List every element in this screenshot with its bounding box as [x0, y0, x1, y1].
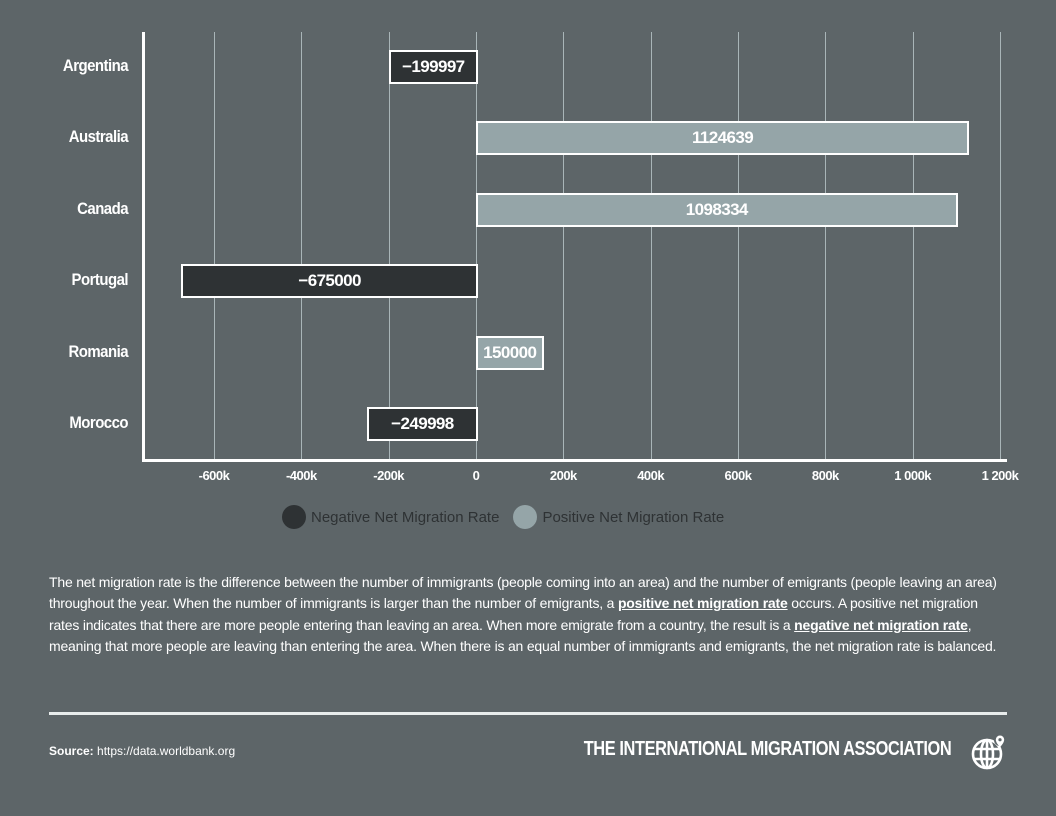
brand-name: THE INTERNATIONAL MIGRATION ASSOCIATION: [583, 738, 951, 760]
category-label: Australia: [68, 127, 129, 147]
description-text-1: The net migration rate is the difference…: [49, 574, 997, 612]
globe-pin-icon: [971, 734, 1006, 770]
gridline: [389, 32, 390, 460]
bar-australia: 1124639: [476, 121, 970, 156]
source-label: Source:: [49, 744, 94, 758]
description-text-3: , meaning that more people are leaving t…: [49, 616, 997, 654]
x-tick-label: 800k: [811, 468, 839, 483]
negative-swatch-icon: [282, 505, 306, 529]
bar-morocco: −249998: [366, 407, 478, 441]
gridline: [913, 32, 914, 460]
gridline: [214, 32, 215, 460]
gridline: [563, 32, 564, 460]
description-text-2: occurs. A positive net migration rates i…: [49, 595, 978, 633]
chart-legend: Negative Net Migration Rate Positive Net…: [282, 505, 738, 529]
x-tick-label: 200k: [549, 468, 577, 483]
x-tick-label: 600k: [724, 468, 752, 483]
gridline: [738, 32, 739, 460]
category-label: Portugal: [71, 270, 129, 290]
legend-item-negative: Negative Net Migration Rate: [282, 505, 499, 529]
gridline: [476, 32, 477, 460]
positive-swatch-icon: [513, 505, 538, 529]
bar-canada: 1098334: [476, 192, 958, 227]
legend-item-positive: Positive Net Migration Rate: [513, 505, 724, 529]
positive-net-migration-link[interactable]: positive net migration rate: [617, 595, 788, 612]
gridline: [651, 32, 652, 460]
category-label: Morocco: [69, 413, 128, 432]
legend-label-positive: Positive Net Migration Rate: [542, 508, 725, 526]
description-paragraph: The net migration rate is the difference…: [49, 572, 1009, 657]
x-tick-label: 1 000k: [894, 468, 932, 483]
bar-portugal: −675000: [181, 264, 478, 299]
category-label: Argentina: [62, 56, 129, 75]
bar-argentina: −199997: [388, 50, 478, 84]
x-axis-line: [142, 459, 1007, 462]
x-tick-label: 400k: [637, 468, 665, 483]
category-label: Romania: [68, 341, 129, 361]
source-citation: Source: https://data.worldbank.org: [49, 744, 235, 758]
gridline: [301, 32, 302, 460]
gridline: [1000, 32, 1001, 460]
x-tick-label: 0: [472, 468, 480, 483]
footer-divider: [49, 712, 1007, 715]
bar-chart: -600k -400k -200k 0 200k 400k 600k 800k 1 000k 1 …: [62, 32, 1019, 483]
negative-net-migration-link[interactable]: negative net migration rate: [794, 616, 968, 633]
x-tick-label: -200k: [373, 468, 405, 483]
gridline: [825, 32, 826, 460]
x-tick-label: 1 200k: [981, 468, 1019, 483]
x-tick-label: -600k: [198, 468, 230, 483]
source-url[interactable]: https://data.worldbank.org: [97, 744, 236, 758]
category-label: Canada: [77, 198, 128, 218]
x-tick-label: -400k: [285, 468, 317, 483]
legend-label-negative: Negative Net Migration Rate: [311, 508, 500, 526]
y-axis-line: [142, 32, 145, 462]
bar-romania: 150000: [476, 335, 544, 370]
